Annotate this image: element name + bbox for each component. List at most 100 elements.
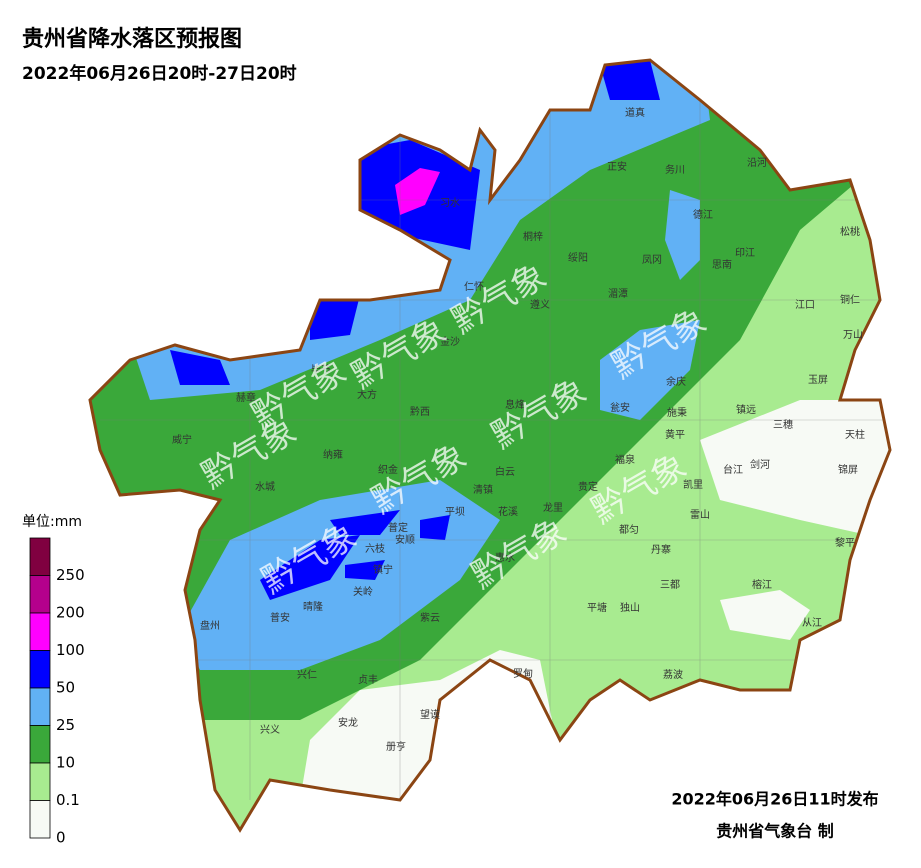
county-label: 道真: [625, 106, 645, 119]
area-heavy-rain-center: [600, 320, 700, 420]
county-label: 大方: [357, 388, 377, 401]
legend-label: 10: [56, 754, 75, 772]
county-label: 台江: [723, 463, 743, 476]
county-label: 六枝: [365, 542, 385, 555]
area-rainstorm-southwest: [260, 535, 360, 600]
area-rainstorm-bijie: [170, 350, 230, 385]
county-label: 沿河: [747, 157, 767, 169]
county-label: 凤冈: [642, 254, 662, 266]
county-label: 荔波: [663, 668, 683, 681]
area-no-rain-congjiang: [720, 590, 810, 640]
county-label: 锦屏: [838, 463, 858, 476]
county-label: 关岭: [353, 585, 373, 598]
legend-swatch: [29, 800, 51, 839]
area-rainstorm-zhenning: [345, 560, 385, 580]
county-label: 水城: [255, 481, 275, 493]
county-label: 福泉: [615, 453, 635, 466]
county-label: 镇远: [736, 403, 756, 416]
county-label: 金沙: [440, 335, 460, 348]
county-label: 册亨: [386, 740, 406, 753]
area-rainstorm-pingba: [420, 515, 450, 540]
area-rainstorm-daozhen: [600, 60, 660, 100]
county-label: 习水: [440, 197, 460, 209]
legend-label: 50: [56, 679, 75, 697]
county-label: 印江: [735, 247, 755, 259]
county-label: 安龙: [338, 716, 358, 729]
county-label: 盘州: [200, 619, 220, 632]
county-label: 仁怀: [464, 281, 484, 293]
county-label: 安顺: [395, 533, 415, 546]
legend-label: 0.1: [56, 791, 80, 809]
legend-swatch: [29, 612, 51, 651]
county-label: 紫云: [420, 612, 440, 624]
county-label: 榕江: [752, 578, 772, 591]
county-label: 施秉: [667, 406, 687, 419]
county-label: 雷山: [690, 509, 710, 521]
legend-label: 25: [56, 716, 75, 734]
county-label: 从江: [802, 617, 822, 629]
legend-swatch: [29, 537, 51, 576]
county-label: 松桃: [840, 225, 860, 238]
county-label: 清镇: [473, 483, 493, 496]
county-label: 余庆: [666, 375, 686, 388]
map-subtitle: 2022年06月26日20时-27日20时: [22, 63, 297, 84]
legend-label: 200: [56, 604, 85, 622]
area-no-rain-east: [700, 400, 890, 540]
county-label: 普定: [388, 521, 408, 534]
county-label: 花溪: [498, 505, 518, 518]
county-label: 望谟: [420, 708, 440, 721]
county-label: 三都: [660, 579, 680, 591]
county-label: 德江: [693, 208, 713, 221]
county-label: 息烽: [505, 398, 525, 411]
county-label: 惠水: [495, 551, 515, 564]
county-label: 湄潭: [608, 288, 628, 300]
county-label: 平坝: [445, 506, 465, 518]
legend-swatch: [29, 725, 51, 764]
county-label: 独山: [620, 601, 640, 614]
county-borders: [100, 60, 890, 820]
legend-label: 100: [56, 641, 85, 659]
legend-title: 单位:mm: [22, 514, 82, 530]
county-label: 思南: [712, 258, 732, 271]
legend: 单位:mm 250 200 100 50 25 10 0.1 0: [22, 514, 85, 847]
county-label: 贞丰: [358, 673, 378, 686]
issuer: 贵州省气象台 制: [716, 822, 834, 841]
county-label: 玉屏: [808, 374, 828, 386]
county-label: 兴义: [260, 724, 280, 736]
county-label: 瓮安: [610, 401, 630, 414]
county-label: 江口: [795, 299, 815, 311]
county-label: 天柱: [845, 428, 865, 441]
county-label: 丹寨: [651, 543, 671, 556]
county-label: 龙里: [543, 501, 563, 514]
county-label: 正安: [607, 160, 627, 173]
county-label: 晴隆: [303, 600, 323, 613]
county-label: 毕节: [311, 363, 331, 376]
area-rainstorm-anshun: [330, 510, 400, 535]
legend-swatch: [29, 650, 51, 689]
county-label: 遵义: [530, 298, 550, 311]
county-label: 黄平: [665, 428, 685, 441]
county-label: 三穗: [773, 418, 793, 431]
county-label: 兴仁: [297, 669, 317, 681]
legend-swatch: [29, 575, 51, 614]
county-label: 赫章: [236, 391, 256, 404]
county-label: 罗甸: [513, 667, 533, 680]
county-label: 普安: [270, 611, 290, 624]
county-label: 务川: [665, 163, 685, 176]
county-label: 桐梓: [523, 230, 543, 243]
county-label: 威宁: [172, 433, 192, 446]
county-label: 黔西: [410, 405, 430, 418]
area-rainstorm-jinsha: [310, 295, 360, 340]
county-label: 凯里: [683, 478, 703, 491]
county-label: 都匀: [619, 524, 639, 536]
county-label: 铜仁: [840, 294, 860, 306]
county-label: 剑河: [750, 458, 770, 471]
legend-swatch: [29, 687, 51, 726]
area-heavy-rain-east: [665, 190, 700, 280]
county-label: 平塘: [587, 601, 607, 614]
county-label: 白云: [495, 465, 515, 478]
county-label: 黎平: [835, 536, 855, 549]
